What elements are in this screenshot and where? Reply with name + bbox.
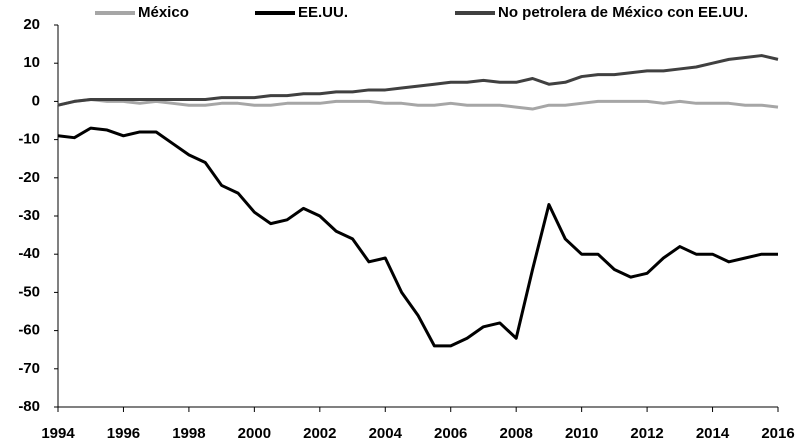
x-tick-label: 1998	[172, 425, 205, 442]
x-tick-label: 2014	[696, 425, 730, 442]
series-line	[57, 54, 779, 107]
series-line	[57, 126, 778, 348]
y-tick-label: -50	[18, 283, 40, 300]
x-tick-label: 2002	[303, 425, 336, 442]
x-tick-label: 2006	[434, 425, 467, 442]
y-tick-label: -10	[18, 131, 40, 148]
x-tick-label: 2010	[565, 425, 598, 442]
y-tick-label: 10	[23, 54, 40, 71]
x-tick-label: 2008	[499, 425, 532, 442]
y-tick-label: -80	[18, 398, 40, 415]
y-tick-label: 20	[23, 16, 40, 33]
x-tick-label: 2016	[761, 425, 794, 442]
legend-label: No petrolera de México con EE.UU.	[498, 4, 748, 21]
series-line	[57, 97, 779, 111]
x-tick-label: 2012	[630, 425, 663, 442]
y-tick-label: -30	[18, 207, 40, 224]
legend-label: México	[138, 4, 189, 21]
y-tick-label: -40	[18, 245, 40, 262]
x-tick-label: 1994	[41, 425, 75, 442]
x-tick-label: 1996	[107, 425, 140, 442]
x-tick-label: 2004	[369, 425, 403, 442]
legend-label: EE.UU.	[298, 4, 348, 21]
y-tick-label: 0	[32, 92, 40, 109]
y-tick-label: -70	[18, 360, 40, 377]
x-tick-label: 2000	[238, 425, 271, 442]
y-tick-label: -60	[18, 322, 40, 339]
y-tick-label: -20	[18, 169, 40, 186]
